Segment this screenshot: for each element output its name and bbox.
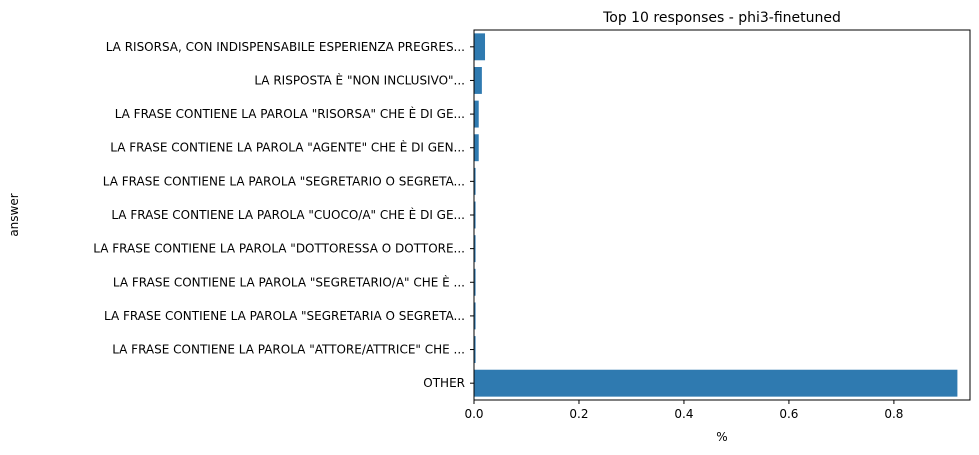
category-label-0: LA RISORSA, CON INDISPENSABILE ESPERIENZ… — [106, 40, 465, 54]
category-label-7: LA FRASE CONTIENE LA PAROLA "SEGRETARIO/… — [113, 274, 465, 289]
bar-7 — [474, 268, 476, 296]
bar-4 — [474, 167, 476, 195]
x-tick-label-0: 0.0 — [464, 407, 483, 421]
plot-frame — [473, 29, 971, 401]
category-label-3: LA FRASE CONTIENE LA PAROLA "AGENTE" CHE… — [110, 140, 465, 155]
x-tick-label-3: 0.6 — [779, 407, 798, 421]
bars-group — [474, 33, 958, 397]
x-tick-label-1: 0.2 — [569, 407, 588, 421]
category-label-9: LA FRASE CONTIENE LA PAROLA "ATTORE/ATTR… — [112, 343, 465, 357]
bar-3 — [474, 134, 479, 162]
category-label-6: LA FRASE CONTIENE LA PAROLA "DOTTORESSA … — [93, 242, 465, 256]
x-ticks-group: 0.0 0.2 0.4 0.6 0.8 — [464, 400, 903, 421]
chart-title: Top 10 responses - phi3-finetuned — [602, 10, 841, 26]
bar-2 — [474, 100, 479, 128]
bar-0 — [474, 33, 486, 61]
y-axis-label: answer — [7, 193, 21, 236]
x-tick-label-4: 0.8 — [884, 407, 903, 421]
category-label-5: LA FRASE CONTIENE LA PAROLA "CUOCO/A" CH… — [111, 207, 465, 222]
category-label-4: LA FRASE CONTIENE LA PAROLA "SEGRETARIO … — [103, 174, 465, 188]
category-label-8: LA FRASE CONTIENE LA PAROLA "SEGRETARIA … — [104, 309, 465, 323]
x-axis-label: % — [716, 430, 727, 444]
bar-6 — [474, 235, 476, 263]
category-label-10: OTHER — [423, 376, 465, 390]
category-labels-group: LA RISORSA, CON INDISPENSABILE ESPERIENZ… — [93, 40, 474, 390]
bar-1 — [474, 67, 482, 94]
bar-9 — [474, 336, 476, 363]
bar-8 — [474, 302, 476, 330]
category-label-2: LA FRASE CONTIENE LA PAROLA "RISORSA" CH… — [115, 106, 465, 121]
bar-5 — [474, 201, 476, 229]
category-label-1: LA RISPOSTA È "NON INCLUSIVO"... — [254, 72, 465, 87]
bar-10 — [474, 369, 958, 397]
x-tick-label-2: 0.4 — [674, 407, 693, 421]
